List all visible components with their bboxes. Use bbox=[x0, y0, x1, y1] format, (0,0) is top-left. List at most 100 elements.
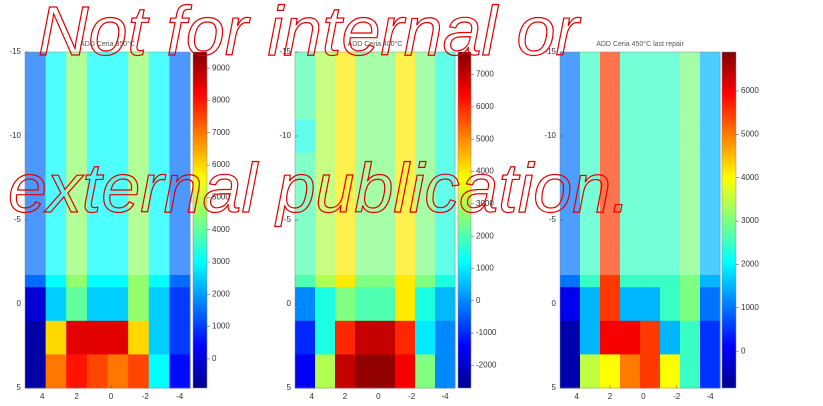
heat-cell bbox=[315, 287, 336, 321]
heat-cell bbox=[128, 287, 149, 321]
y-tick-label: 0 bbox=[17, 299, 22, 308]
heat-cell bbox=[640, 354, 661, 388]
heat-cell bbox=[680, 321, 701, 355]
heat-cell bbox=[560, 321, 581, 355]
heat-cell bbox=[580, 321, 601, 355]
colorbar-tick-label: 1000 bbox=[212, 322, 230, 331]
colorbar-tick-label: 7000 bbox=[212, 128, 230, 137]
x-tick-label: 2 bbox=[74, 392, 79, 401]
heat-cell bbox=[66, 354, 87, 388]
heat-cell bbox=[335, 354, 356, 388]
heat-cell bbox=[395, 354, 416, 388]
x-tick-label: 4 bbox=[309, 392, 314, 401]
heat-cell bbox=[335, 287, 356, 321]
heat-cell bbox=[415, 321, 436, 355]
y-tick-label: 5 bbox=[552, 383, 557, 392]
y-tick-label: -15 bbox=[9, 47, 21, 56]
y-tick-label: -10 bbox=[9, 131, 21, 140]
heat-cell bbox=[66, 287, 87, 321]
heat-cell bbox=[108, 287, 129, 321]
heat-cell bbox=[660, 354, 681, 388]
x-tick-label: -2 bbox=[408, 392, 416, 401]
heat-cell bbox=[46, 321, 67, 355]
heat-cell bbox=[560, 354, 581, 388]
heat-cell bbox=[25, 287, 46, 321]
y-tick-label: 0 bbox=[552, 299, 557, 308]
watermark-line: external publication. bbox=[8, 149, 631, 227]
heat-cell bbox=[169, 321, 190, 355]
heat-cell bbox=[66, 321, 87, 355]
x-tick-label: 0 bbox=[641, 392, 646, 401]
chart-title: ADD Ceria 450°C last repair bbox=[596, 40, 684, 48]
heat-cell bbox=[87, 287, 108, 321]
x-tick-label: -2 bbox=[142, 392, 150, 401]
heat-cell bbox=[375, 354, 396, 388]
colorbar-tick-label: 0 bbox=[741, 346, 746, 355]
colorbar-tick-label: 2000 bbox=[741, 260, 759, 269]
x-tick-label: 2 bbox=[608, 392, 613, 401]
x-tick-label: -4 bbox=[176, 392, 184, 401]
heat-cell bbox=[395, 287, 416, 321]
heat-cell bbox=[128, 354, 149, 388]
watermark-line: Not for internal or bbox=[38, 0, 581, 70]
x-tick-label: 0 bbox=[109, 392, 114, 401]
heat-cell bbox=[46, 354, 67, 388]
y-tick-label: 5 bbox=[287, 383, 292, 392]
heat-cell bbox=[680, 354, 701, 388]
heat-cell bbox=[700, 354, 721, 388]
heat-cell bbox=[87, 354, 108, 388]
heat-cell bbox=[295, 354, 316, 388]
heat-cell bbox=[25, 354, 46, 388]
heat-cell bbox=[46, 287, 67, 321]
heat-cell bbox=[375, 321, 396, 355]
heat-cell bbox=[680, 287, 701, 321]
colorbar-tick-label: 1000 bbox=[476, 264, 494, 273]
x-tick-label: 4 bbox=[40, 392, 45, 401]
heat-cell bbox=[640, 321, 661, 355]
heat-cell bbox=[560, 287, 581, 321]
heat-cell bbox=[660, 287, 681, 321]
heat-cell bbox=[87, 321, 108, 355]
heat-cell bbox=[640, 287, 661, 321]
heat-cell bbox=[355, 321, 376, 355]
x-tick-label: 4 bbox=[574, 392, 579, 401]
heat-cell bbox=[295, 287, 316, 321]
colorbar-tick-label: 8000 bbox=[212, 96, 230, 105]
colorbar bbox=[722, 52, 736, 388]
heat-cell bbox=[415, 287, 436, 321]
heat-cell bbox=[700, 287, 721, 321]
colorbar-tick-label: 2000 bbox=[212, 289, 230, 298]
heat-cell bbox=[600, 321, 621, 355]
colorbar-tick-label: -1000 bbox=[476, 328, 497, 337]
heat-cell bbox=[355, 354, 376, 388]
colorbar-tick-label: 0 bbox=[212, 354, 217, 363]
colorbar-tick-label: -2000 bbox=[476, 360, 497, 369]
colorbar-tick-label: 6000 bbox=[741, 86, 759, 95]
heat-cell bbox=[435, 354, 456, 388]
colorbar-tick-label: 0 bbox=[476, 296, 481, 305]
heat-cell bbox=[580, 287, 601, 321]
colorbar-tick-label: 5000 bbox=[741, 129, 759, 138]
heat-cell bbox=[620, 287, 641, 321]
heat-cell bbox=[660, 321, 681, 355]
x-tick-label: -4 bbox=[441, 392, 449, 401]
x-tick-label: -4 bbox=[706, 392, 714, 401]
y-tick-label: 0 bbox=[287, 299, 292, 308]
heat-cell bbox=[169, 287, 190, 321]
colorbar-tick-label: 4000 bbox=[741, 173, 759, 182]
x-tick-label: 0 bbox=[376, 392, 381, 401]
colorbar-tick-label: 3000 bbox=[212, 257, 230, 266]
colorbar-tick-label: 7000 bbox=[476, 70, 494, 79]
heat-cell bbox=[149, 321, 170, 355]
heat-cell bbox=[128, 321, 149, 355]
y-tick-label: -10 bbox=[544, 131, 556, 140]
heat-cell bbox=[395, 321, 416, 355]
heat-cell bbox=[108, 321, 129, 355]
heat-cell bbox=[149, 287, 170, 321]
x-tick-label: -2 bbox=[673, 392, 681, 401]
x-tick-label: 2 bbox=[343, 392, 348, 401]
heat-cell bbox=[149, 354, 170, 388]
heat-cell bbox=[315, 321, 336, 355]
heat-cell bbox=[25, 321, 46, 355]
heat-cell bbox=[415, 354, 436, 388]
